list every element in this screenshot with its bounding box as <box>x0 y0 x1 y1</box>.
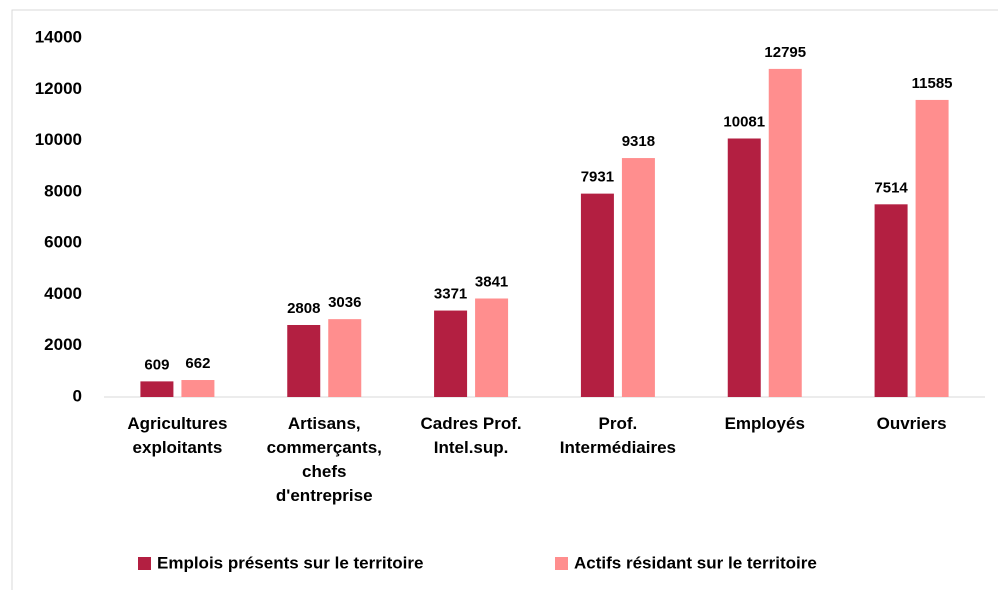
y-tick-label: 4000 <box>44 284 82 303</box>
bar <box>434 310 468 397</box>
value-label: 9318 <box>622 133 655 150</box>
bar <box>181 380 215 397</box>
x-tick-label: Cadres Prof. Intel.sup. <box>420 414 522 457</box>
value-label: 7931 <box>581 169 614 186</box>
bar <box>727 138 761 397</box>
chart-frame <box>11 9 998 590</box>
x-tick-label: Employés <box>724 414 805 433</box>
bar <box>915 99 949 398</box>
value-label: 12795 <box>764 44 806 61</box>
legend-swatch <box>138 557 151 570</box>
bar <box>328 319 362 397</box>
y-tick-label: 0 <box>73 386 82 405</box>
y-tick-label: 8000 <box>44 181 82 200</box>
legend-label: Actifs résidant sur le territoire <box>574 553 817 572</box>
bar <box>621 158 655 397</box>
value-label: 7514 <box>874 179 908 196</box>
value-label: 3036 <box>328 294 361 311</box>
x-tick-label: Ouvriers <box>876 414 947 433</box>
y-tick-label: 14000 <box>35 27 82 46</box>
bar <box>768 68 802 397</box>
y-tick-label: 2000 <box>44 335 82 354</box>
value-label: 2808 <box>287 300 320 317</box>
value-label: 3371 <box>434 286 467 303</box>
x-tick-label: Artisans, commerçants, chefs d'entrepris… <box>266 414 382 505</box>
x-tick-label: Agricultures exploitants <box>127 414 228 457</box>
x-tick-label: Prof. Intermédiaires <box>559 414 677 457</box>
value-label: 11585 <box>912 75 953 92</box>
bar <box>140 381 174 397</box>
bar <box>287 324 321 397</box>
bar <box>580 193 614 397</box>
value-label: 10081 <box>723 113 765 130</box>
y-tick-label: 6000 <box>44 233 82 252</box>
value-label: 609 <box>144 356 169 373</box>
y-tick-label: 10000 <box>35 130 82 149</box>
bar <box>874 204 908 397</box>
legend-label: Emplois présents sur le territoire <box>157 553 423 572</box>
legend-swatch <box>555 557 568 570</box>
value-label: 662 <box>185 355 210 372</box>
bar <box>475 298 509 397</box>
value-label: 3841 <box>475 273 508 290</box>
y-tick-label: 12000 <box>35 79 82 98</box>
